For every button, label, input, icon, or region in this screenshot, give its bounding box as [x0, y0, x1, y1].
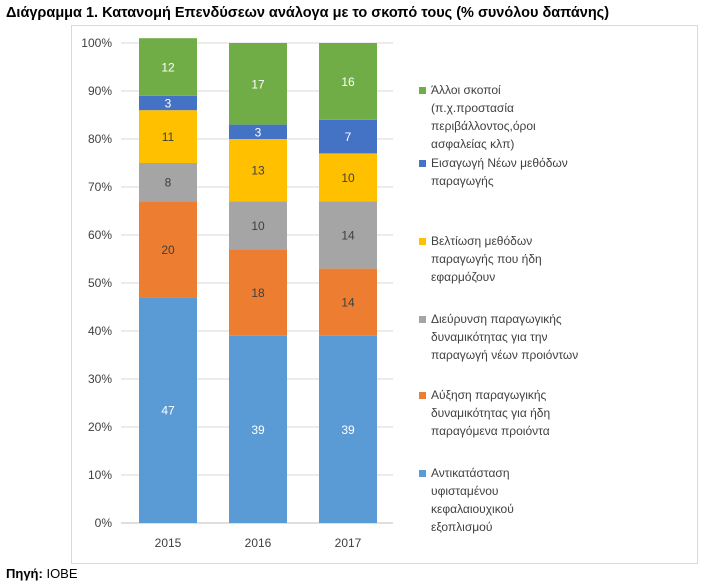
legend-label: παραγωγή νέων προιόντων: [431, 348, 578, 362]
data-label: 20: [161, 243, 175, 257]
legend-swatch: [419, 392, 426, 399]
source-label: Πηγή:: [6, 566, 43, 581]
legend-label: Άλλοι σκοποί: [431, 83, 501, 97]
legend-label: παραγωγής: [431, 174, 494, 188]
data-label: 8: [165, 176, 172, 190]
data-label: 10: [251, 219, 265, 233]
y-tick-label: 90%: [88, 84, 112, 98]
bar-segment: [319, 43, 377, 120]
legend-label: Αντικατάσταση: [431, 466, 510, 480]
legend-swatch: [419, 470, 426, 477]
y-tick-label: 70%: [88, 180, 112, 194]
legend-label: (π.χ.προστασία: [431, 101, 514, 115]
chart-frame: [71, 25, 698, 564]
legend-label: εξοπλισμού: [431, 520, 492, 534]
bar-segment: [319, 201, 377, 269]
data-label: 3: [255, 125, 262, 139]
legend-swatch: [419, 238, 426, 245]
bar-segment: [319, 268, 377, 336]
legend-label: ασφαλείας κλπ): [431, 137, 514, 151]
bar-segment: [229, 139, 287, 202]
y-tick-label: 10%: [88, 468, 112, 482]
legend-label: δυναμικότητας για ήδη: [431, 406, 550, 420]
x-tick-label: 2016: [245, 536, 272, 550]
legend-label: παραγωγής που ήδη: [431, 252, 542, 266]
y-tick-label: 0%: [95, 516, 113, 530]
bar-segment: [229, 124, 287, 139]
bar-segment: [229, 249, 287, 336]
y-tick-label: 50%: [88, 276, 112, 290]
data-label: 39: [251, 423, 265, 437]
bar-segment: [139, 95, 197, 111]
data-label: 17: [251, 77, 265, 91]
data-label: 3: [165, 97, 172, 111]
data-label: 39: [341, 423, 355, 437]
legend-label: Βελτίωση μεθόδων: [431, 234, 532, 248]
legend-label: δυναμικότητας για την: [431, 330, 548, 344]
legend-label: Διεύρυνση παραγωγικής: [431, 312, 562, 326]
bar-segment: [139, 110, 197, 163]
y-tick-label: 60%: [88, 228, 112, 242]
bar-segment: [139, 297, 197, 523]
legend-label: Αύξηση παραγωγικής: [431, 388, 547, 402]
legend-label: περιβάλλοντος,όροι: [431, 119, 536, 133]
legend-label: υφισταμένου: [431, 484, 498, 498]
bar-segment: [139, 201, 197, 298]
bar-segment: [139, 163, 197, 202]
bar-segment: [229, 201, 287, 250]
data-label: 10: [341, 171, 355, 185]
y-tick-label: 40%: [88, 324, 112, 338]
legend-swatch: [419, 160, 426, 167]
data-label: 12: [161, 61, 175, 75]
chart-title: Διάγραμμα 1. Κατανομή Επενδύσεων ανάλογα…: [6, 5, 610, 21]
source-value: ΙΟΒΕ: [42, 566, 78, 581]
data-label: 13: [251, 164, 265, 178]
legend-swatch: [419, 316, 426, 323]
data-label: 47: [161, 404, 175, 418]
data-label: 14: [341, 229, 355, 243]
source-note: Πηγή: ΙΟΒΕ: [6, 566, 78, 581]
legend-label: παραγόμενα προιόντα: [431, 424, 550, 438]
data-label: 16: [341, 75, 355, 89]
bar-segment: [319, 119, 377, 154]
y-tick-label: 20%: [88, 420, 112, 434]
data-label: 18: [251, 286, 265, 300]
x-tick-label: 2015: [155, 536, 182, 550]
bar-segment: [319, 335, 377, 523]
data-label: 11: [162, 130, 175, 144]
y-tick-label: 100%: [81, 36, 112, 50]
x-tick-label: 2017: [335, 536, 362, 550]
data-label: 14: [341, 296, 355, 310]
y-tick-label: 80%: [88, 132, 112, 146]
y-tick-label: 30%: [88, 372, 112, 386]
legend-label: εφαρμόζουν: [431, 270, 495, 284]
data-label: 7: [345, 130, 352, 144]
bar-segment: [139, 38, 197, 96]
bar-segment: [319, 153, 377, 202]
bar-segment: [229, 43, 287, 125]
legend-label: Εισαγωγή Νέων μεθόδων: [431, 156, 568, 170]
legend-label: κεφαλαιουχικού: [431, 502, 514, 516]
legend-swatch: [419, 87, 426, 94]
bar-segment: [229, 335, 287, 523]
